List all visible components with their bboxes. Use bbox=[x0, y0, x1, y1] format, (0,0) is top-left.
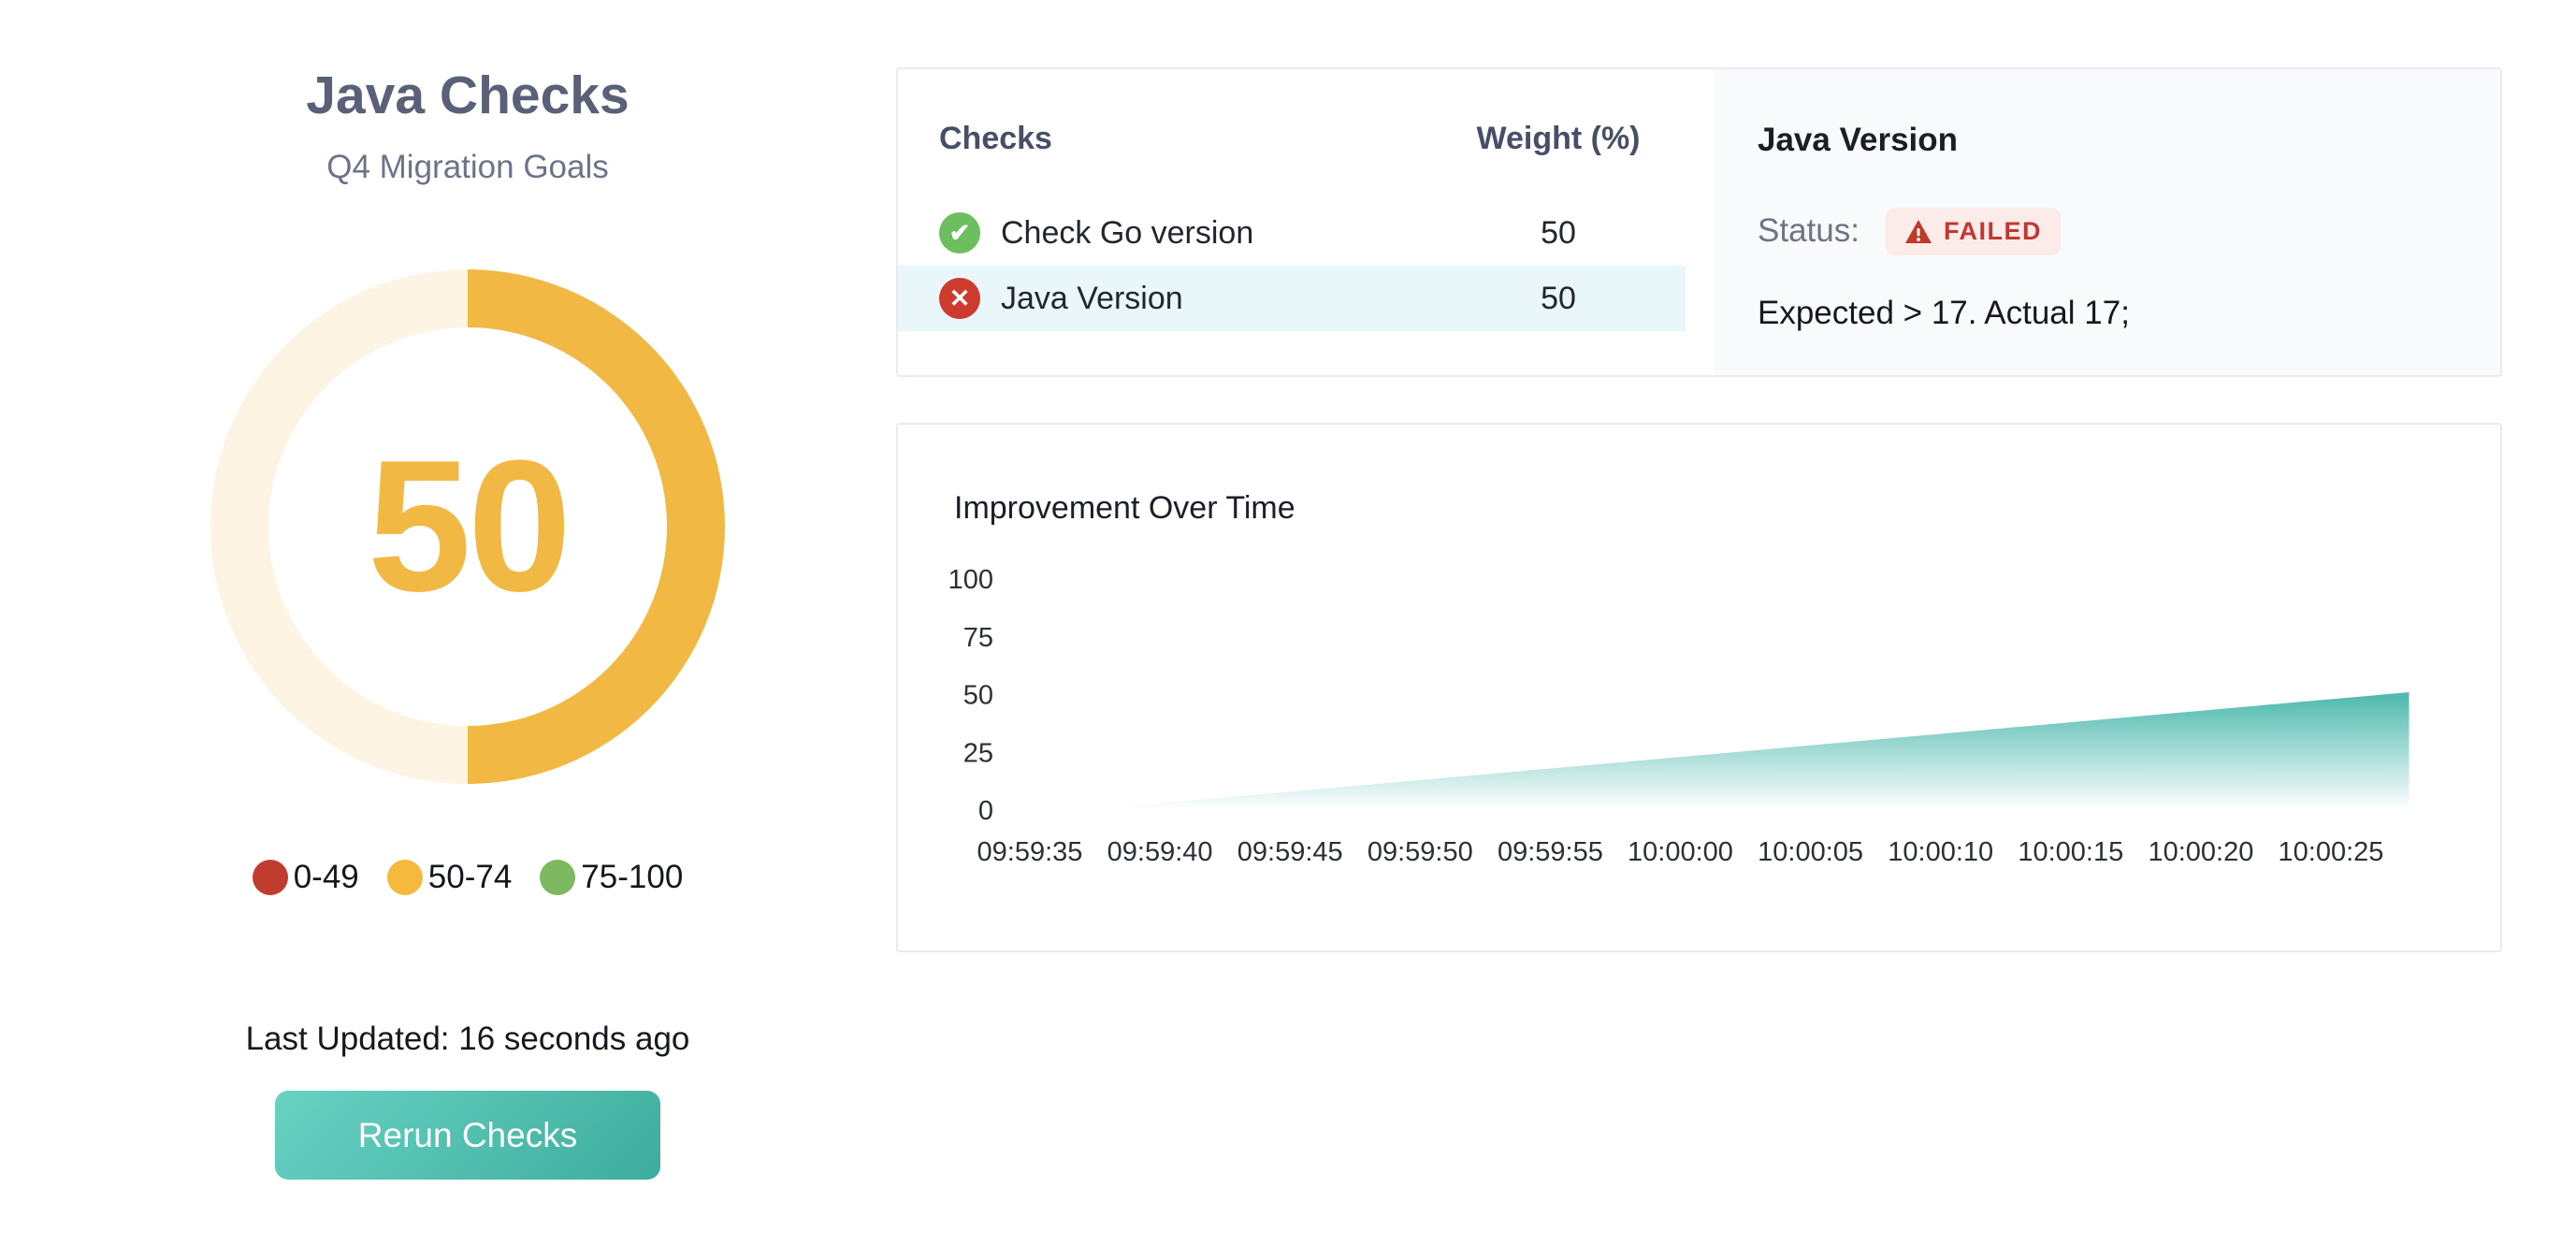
checks-column-header: Checks bbox=[939, 120, 1052, 156]
warning-icon bbox=[1904, 219, 1932, 243]
y-axis-tick: 25 bbox=[963, 738, 993, 768]
check-name-cell: ✕ Java Version bbox=[939, 278, 1465, 319]
y-axis-tick: 0 bbox=[978, 796, 993, 826]
x-axis-tick: 09:59:50 bbox=[1368, 837, 1473, 867]
area-series bbox=[1081, 692, 2410, 810]
x-axis-tick: 10:00:25 bbox=[2279, 837, 2384, 867]
checks-summary-panel: Checks Weight (%) ✔ Check Go version 50 ✕ Ja… bbox=[896, 67, 2502, 377]
legend-item: 0-49 bbox=[252, 859, 359, 896]
x-axis-tick: 09:59:45 bbox=[1237, 837, 1343, 867]
check-name-cell: ✔ Check Go version bbox=[939, 212, 1465, 254]
weight-cell: 50 bbox=[1541, 214, 1576, 251]
score-gauge-hole: 50 bbox=[268, 327, 667, 726]
x-axis-tick: 10:00:05 bbox=[1758, 837, 1863, 867]
improvement-area-chart: 0 25 50 75 100 09:59:35 09:59:40 09:59:45 09:59:… bbox=[948, 565, 2410, 867]
chart-title: Improvement Over Time bbox=[954, 490, 1295, 526]
weight-cell: 50 bbox=[1541, 280, 1576, 316]
checks-table-body: ✔ Check Go version 50 ✕ Java Version 50 bbox=[898, 200, 1686, 331]
x-axis-tick: 10:00:00 bbox=[1628, 837, 1733, 867]
check-name: Java Version bbox=[1001, 280, 1183, 316]
legend-item: 75-100 bbox=[540, 859, 683, 896]
checks-table: Checks Weight (%) ✔ Check Go version 50 ✕ Ja… bbox=[898, 69, 1714, 375]
score-gauge: 50 bbox=[210, 269, 725, 784]
legend-dot bbox=[386, 860, 423, 895]
legend-dot bbox=[540, 860, 576, 895]
legend-item: 50-74 bbox=[386, 859, 513, 896]
status-badge-text: FAILED bbox=[1943, 216, 2042, 245]
weight-column-header: Weight (%) bbox=[1476, 120, 1641, 156]
gauge-legend: 0-49 50-74 75-100 bbox=[140, 859, 795, 896]
legend-dot bbox=[252, 860, 288, 895]
status-row: Status: FAILED bbox=[1758, 202, 2463, 260]
last-updated-text: Last Updated: 16 seconds ago bbox=[245, 1021, 690, 1057]
check-failed-icon: ✕ bbox=[939, 278, 980, 319]
y-axis-tick: 50 bbox=[963, 681, 993, 711]
y-axis-tick: 100 bbox=[948, 565, 993, 595]
score-value: 50 bbox=[367, 422, 572, 630]
table-row[interactable]: ✔ Check Go version 50 bbox=[898, 200, 1686, 266]
legend-label: 50-74 bbox=[427, 859, 513, 895]
x-axis-tick: 10:00:20 bbox=[2148, 837, 2253, 867]
table-row[interactable]: ✕ Java Version 50 bbox=[898, 266, 1686, 331]
rerun-checks-button[interactable]: Rerun Checks bbox=[275, 1091, 660, 1180]
x-axis-tick: 09:59:35 bbox=[977, 837, 1083, 867]
legend-label: 0-49 bbox=[293, 859, 359, 895]
status-label: Status: bbox=[1758, 212, 1860, 249]
check-name: Check Go version bbox=[1001, 214, 1254, 251]
check-detail-title: Java Version bbox=[1758, 122, 1959, 158]
check-detail-message: Expected > 17. Actual 17; bbox=[1758, 295, 2130, 331]
status-badge: FAILED bbox=[1885, 207, 2061, 255]
check-passed-icon: ✔ bbox=[939, 212, 980, 254]
check-detail-panel: Java Version Status: FAILED Expected > 1… bbox=[1714, 69, 2500, 375]
page-title: Java Checks bbox=[306, 65, 630, 125]
score-panel: Java Checks Q4 Migration Goals 50 0-49 50… bbox=[140, 0, 795, 1180]
x-axis-tick: 10:00:10 bbox=[1888, 837, 1993, 867]
x-axis-tick: 09:59:55 bbox=[1498, 837, 1603, 867]
legend-label: 75-100 bbox=[581, 859, 684, 895]
improvement-chart-panel: Improvement Over Time 0 25 50 75 100 09:59:35… bbox=[896, 423, 2502, 952]
checks-table-header: Checks Weight (%) bbox=[898, 110, 1686, 167]
page-subtitle: Q4 Migration Goals bbox=[326, 149, 609, 185]
y-axis-tick: 75 bbox=[963, 623, 993, 653]
x-axis-tick: 09:59:40 bbox=[1107, 837, 1213, 867]
x-axis-tick: 10:00:15 bbox=[2018, 837, 2123, 867]
